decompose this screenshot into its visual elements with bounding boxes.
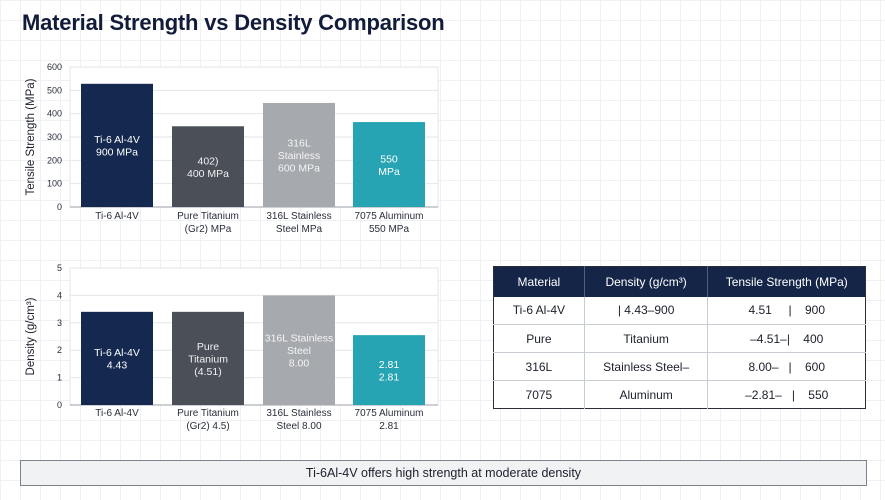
y-tick-label: 3: [57, 318, 62, 328]
bar: [353, 122, 425, 207]
footer-note: Ti-6Al-4V offers high strength at modera…: [20, 460, 867, 486]
x-category-label: Ti-6 Al-4V: [95, 408, 139, 419]
material-table: Material Density (g/cm³) Tensile Strengt…: [493, 266, 866, 409]
table-cell: –2.81– | 550: [708, 381, 866, 409]
table-cell: 7075: [493, 380, 585, 409]
table-cell: Pure: [493, 324, 585, 353]
bar-value-label: (4.51): [194, 366, 221, 378]
y-axis-title: Density (g/cm³): [25, 297, 37, 375]
x-category-label: Pure Titanium: [177, 211, 239, 222]
table-cell: Aluminum: [584, 380, 709, 409]
x-category-label: 7075 Aluminum: [355, 408, 424, 419]
header-density: Density (g/cm³): [584, 266, 709, 297]
bar-value-label: 4.43: [107, 360, 128, 372]
bar-value-label: Ti-6 Al-4V: [94, 134, 140, 146]
bar-value-label: Steel: [287, 345, 311, 357]
page-title: Material Strength vs Density Comparison: [22, 10, 445, 35]
x-category-label: Steel 8.00: [276, 421, 321, 432]
table-row: 7075 Aluminum –2.81– | 550: [493, 380, 866, 409]
table-cell-part: 400: [803, 331, 824, 346]
bar-value-label: 316L Stainless: [265, 333, 334, 345]
bar-value-label: 2.81: [379, 371, 400, 383]
bar-value-label: Stainless: [278, 150, 321, 162]
x-category-label: Steel MPa: [276, 224, 323, 235]
bar: [172, 311, 244, 405]
bar: [263, 295, 335, 405]
table-row: Ti-6 Al-4V | 4.43–900 4.51 | 900: [493, 296, 866, 325]
x-category-label: (Gr2) 4.5): [186, 421, 229, 432]
bar-value-label: 400 MPa: [187, 168, 229, 180]
x-category-label: 2.81: [379, 421, 399, 432]
y-tick-label: 500: [47, 85, 62, 95]
bar-value-label: 900 MPa: [96, 147, 138, 159]
table-cell-part: 600: [804, 359, 825, 374]
x-category-label: 316L Stainless: [266, 408, 331, 419]
table-cell: Stainless Steel–: [584, 352, 709, 381]
table-cell-part: 8.00– |: [748, 359, 792, 374]
table-cell: –4.51–| 400: [707, 324, 866, 353]
y-tick-label: 1: [57, 373, 62, 383]
y-tick-label: 5: [57, 263, 62, 273]
y-tick-label: 0: [57, 202, 62, 212]
x-category-label: 550 MPa: [369, 224, 409, 235]
bar-value-label: Titanium: [188, 353, 228, 365]
bar-value-label: 600 MPa: [278, 162, 320, 174]
table-cell-part: 4.51 |: [748, 303, 792, 318]
y-tick-label: 2: [57, 345, 62, 355]
x-category-label: 7075 Aluminum: [355, 211, 424, 222]
y-tick-label: 600: [47, 62, 62, 72]
bar-value-label: 8.00: [289, 358, 310, 370]
bar: [81, 311, 153, 405]
y-axis-title: Tensile Strength (MPa): [25, 78, 37, 195]
y-tick-label: 400: [47, 109, 62, 119]
table-cell: 316L: [493, 352, 585, 381]
y-tick-label: 300: [47, 132, 62, 142]
table-cell-part: 900: [804, 303, 825, 318]
table-cell-part: –4.51–|: [750, 331, 790, 346]
bar-value-label: MPa: [378, 166, 400, 178]
bar: [263, 102, 335, 207]
table-cell: Ti-6 Al-4V: [493, 296, 585, 325]
header-strength: Tensile Strength (MPa): [707, 266, 866, 297]
y-tick-label: 200: [47, 155, 62, 165]
bar-value-label: Ti-6 Al-4V: [94, 347, 140, 359]
table-cell: | 4.43–900: [584, 296, 709, 325]
table-row: 316L Stainless Steel– 8.00– | 600: [493, 352, 866, 381]
table-cell-part: 550: [808, 387, 829, 402]
bar-value-label: 550: [380, 153, 398, 165]
header-material: Material: [493, 266, 585, 297]
table-cell-part: –2.81– |: [745, 387, 795, 402]
bar-value-label: 2.81: [379, 359, 400, 371]
charts-area: 0 100 200 300 400 500 600 Tensile Strength (MPa…: [25, 62, 439, 432]
bar: [353, 335, 425, 405]
table-cell: Titanium: [584, 324, 709, 353]
x-category-label: 316L Stainless: [266, 211, 331, 222]
table-cell: 4.51 | 900: [707, 296, 866, 325]
table-cell: 8.00– | 600: [707, 352, 866, 381]
bar: [81, 83, 153, 207]
table-row: Pure Titanium –4.51–| 400: [493, 324, 866, 353]
y-tick-label: 100: [47, 179, 62, 189]
y-tick-label: 4: [57, 290, 62, 300]
bar: [172, 126, 244, 207]
bar-value-label: 402): [197, 155, 218, 167]
x-category-label: (Gr2) MPa: [185, 224, 232, 235]
y-tick-label: 0: [57, 400, 62, 410]
table-header-row: Material Density (g/cm³) Tensile Strengt…: [493, 266, 866, 297]
x-category-label: Pure Titanium: [177, 408, 239, 419]
x-category-label: Ti-6 Al-4V: [95, 211, 139, 222]
bar-value-label: Pure: [197, 341, 219, 353]
bar-value-label: 316L: [287, 137, 311, 149]
